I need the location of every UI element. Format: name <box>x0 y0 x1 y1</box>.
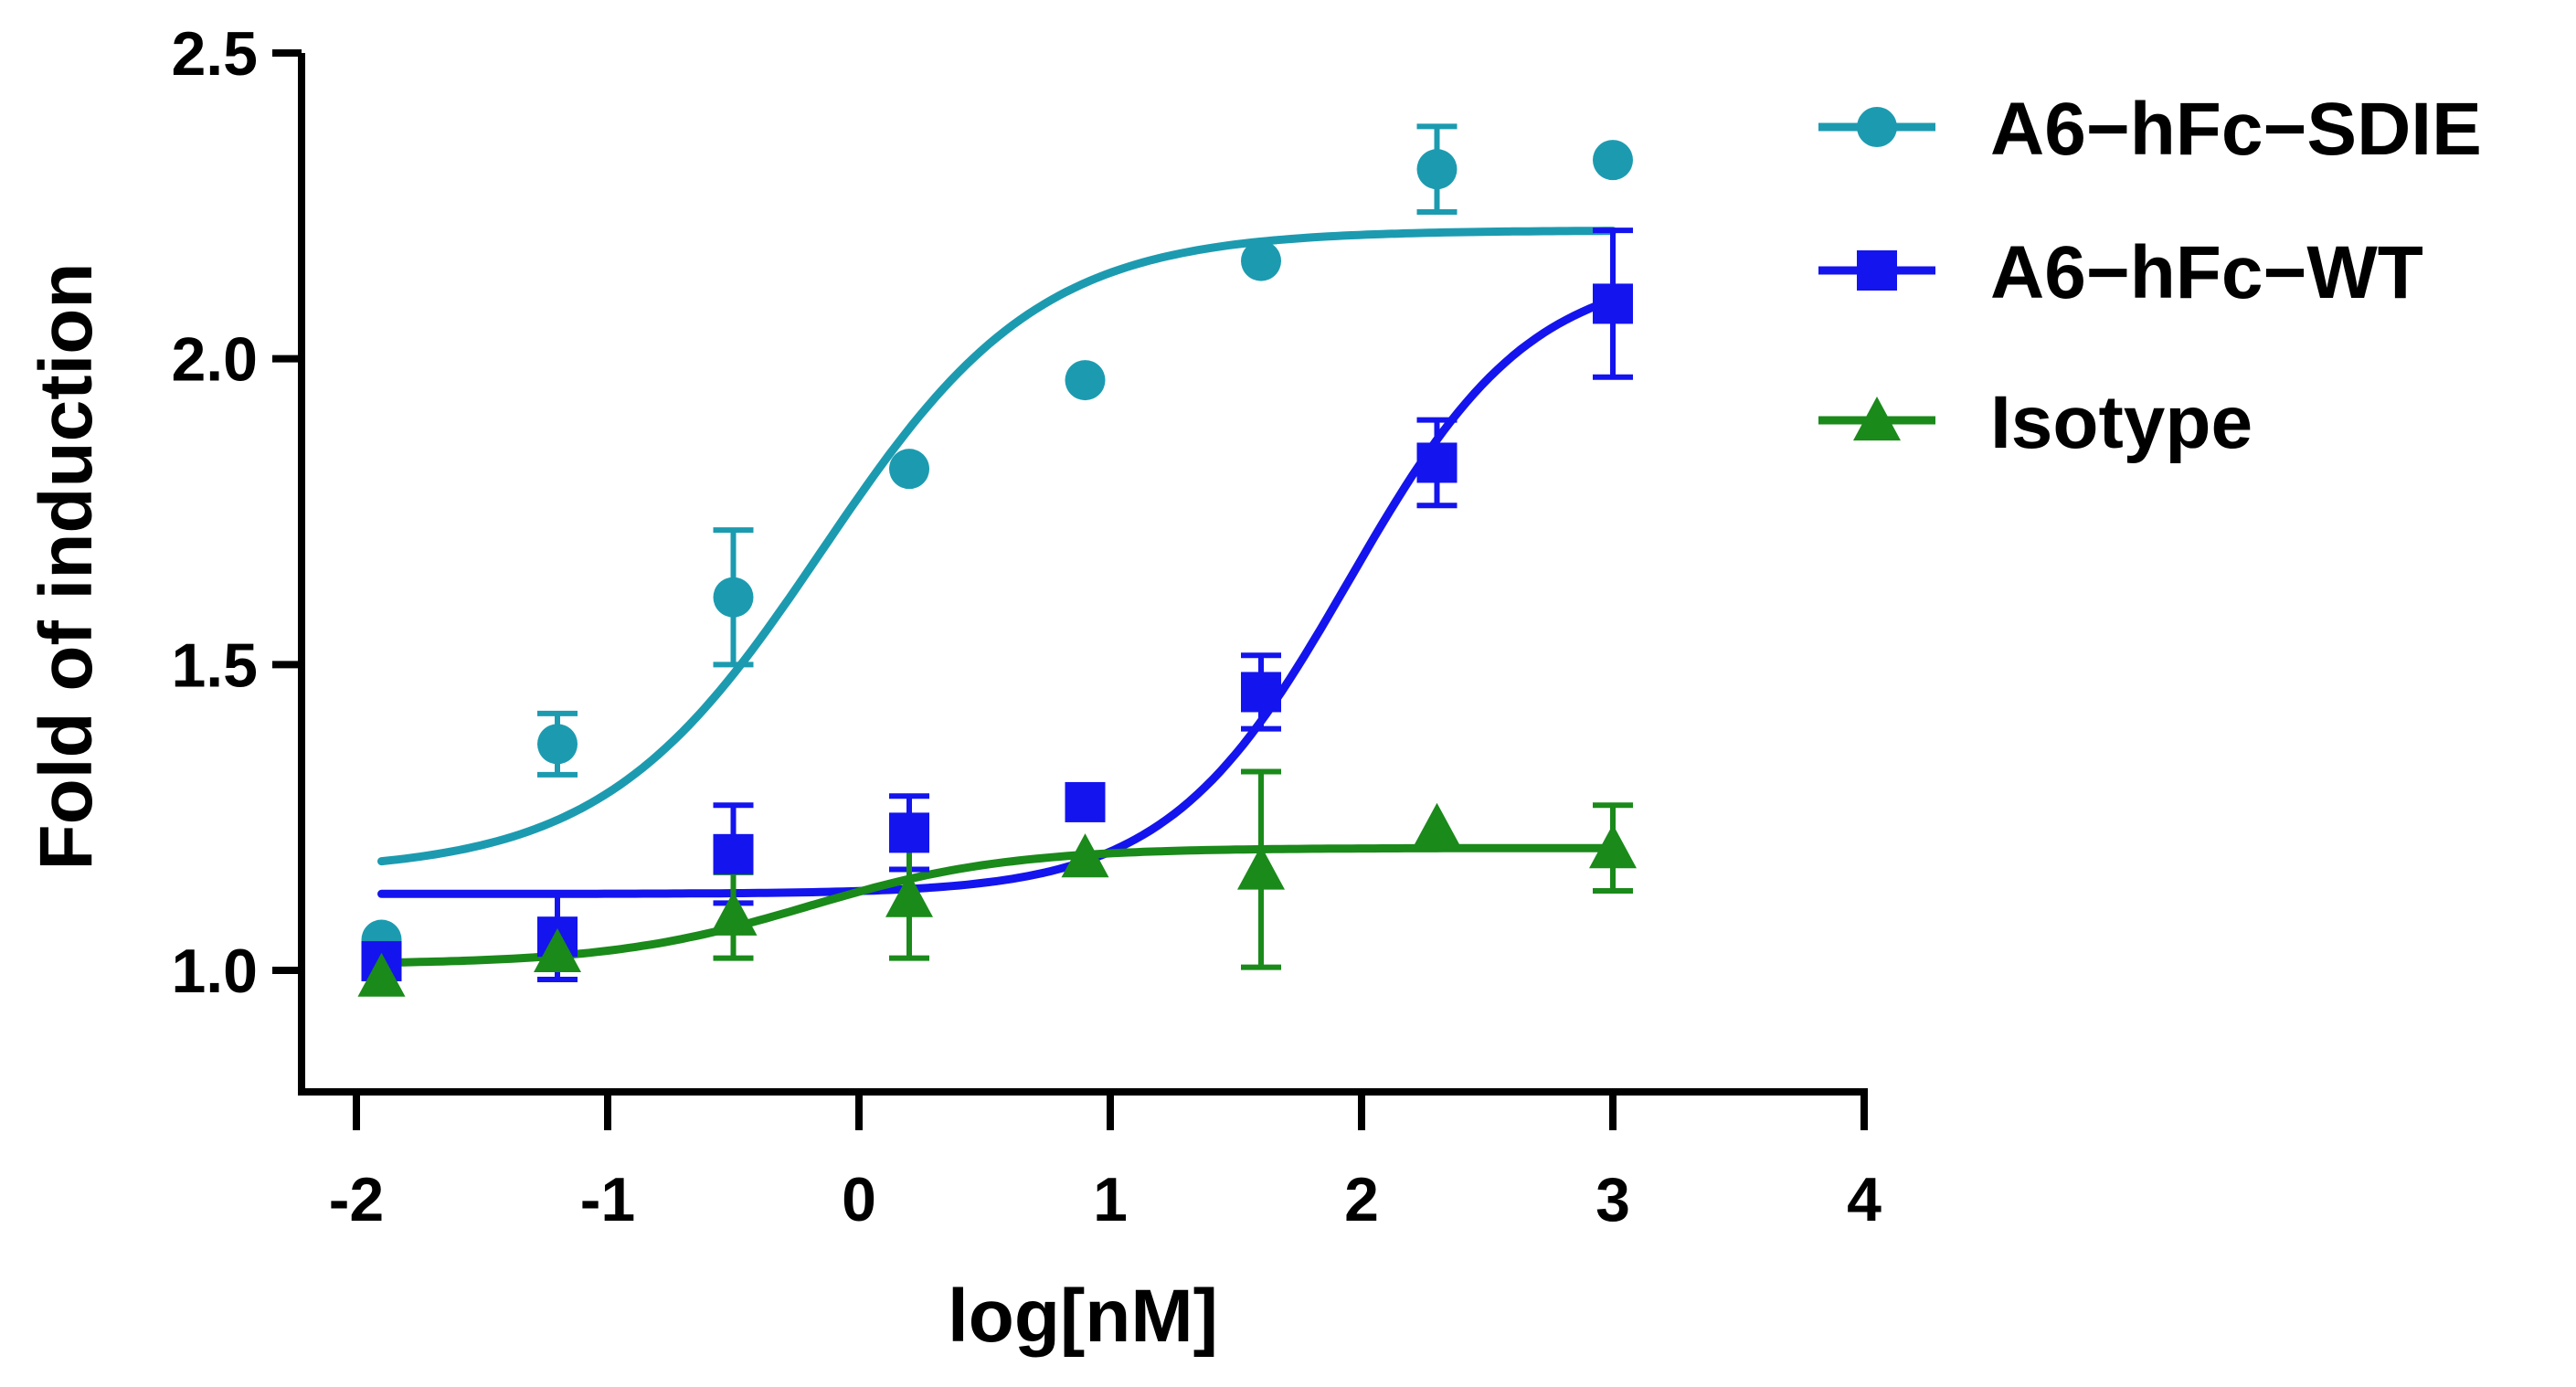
legend-label-2: Isotype <box>1990 381 2253 464</box>
legend: A6−hFc−SDIE A6−hFc−WT Isotype <box>1818 88 2482 464</box>
x-tick-label: 1 <box>1093 1165 1128 1234</box>
x-axis-title: log[nM] <box>948 1275 1218 1358</box>
fit-curve-0 <box>382 231 1614 862</box>
data-point-0 <box>1593 140 1633 180</box>
data-points <box>358 140 1638 997</box>
legend-marker-1 <box>1857 250 1897 291</box>
data-point-0 <box>889 449 929 489</box>
data-point-1 <box>1593 283 1633 323</box>
x-tick-label: -2 <box>329 1165 384 1234</box>
data-point-1 <box>889 812 929 852</box>
data-point-0 <box>1241 241 1281 281</box>
y-tick-label: 2.5 <box>171 19 258 89</box>
y-tick-label: 2.0 <box>171 325 258 395</box>
data-point-2 <box>1414 803 1461 847</box>
fit-curve-1 <box>382 300 1614 894</box>
dose-response-chart: 1.0 1.5 2.0 2.5 -2 -1 0 1 2 3 4 log[nM] Fold of indu… <box>0 0 2576 1387</box>
x-tick-label: 2 <box>1344 1165 1379 1234</box>
data-point-0 <box>537 724 578 764</box>
fit-curves <box>382 231 1614 963</box>
y-tick-label: 1.0 <box>171 937 258 1006</box>
data-point-0 <box>1065 360 1106 400</box>
y-tick-label: 1.5 <box>171 630 258 700</box>
data-point-0 <box>1417 149 1458 189</box>
data-point-0 <box>714 577 754 618</box>
x-tick-label: 0 <box>842 1165 876 1234</box>
legend-label-1: A6−hFc−WT <box>1990 231 2423 314</box>
data-point-2 <box>710 892 758 936</box>
x-tick-label: -1 <box>580 1165 635 1234</box>
data-point-1 <box>1241 672 1281 712</box>
data-point-1 <box>714 834 754 874</box>
legend-marker-0 <box>1857 107 1897 147</box>
data-point-1 <box>1065 782 1106 822</box>
y-axis-title: Fold of induction <box>25 263 108 871</box>
x-tick-label: 3 <box>1595 1165 1630 1234</box>
legend-label-0: A6−hFc−SDIE <box>1990 88 2482 171</box>
data-point-1 <box>1417 442 1458 482</box>
x-tick-label: 4 <box>1847 1165 1882 1234</box>
axes: 1.0 1.5 2.0 2.5 -2 -1 0 1 2 3 4 log[nM] Fold of indu… <box>25 19 1882 1358</box>
